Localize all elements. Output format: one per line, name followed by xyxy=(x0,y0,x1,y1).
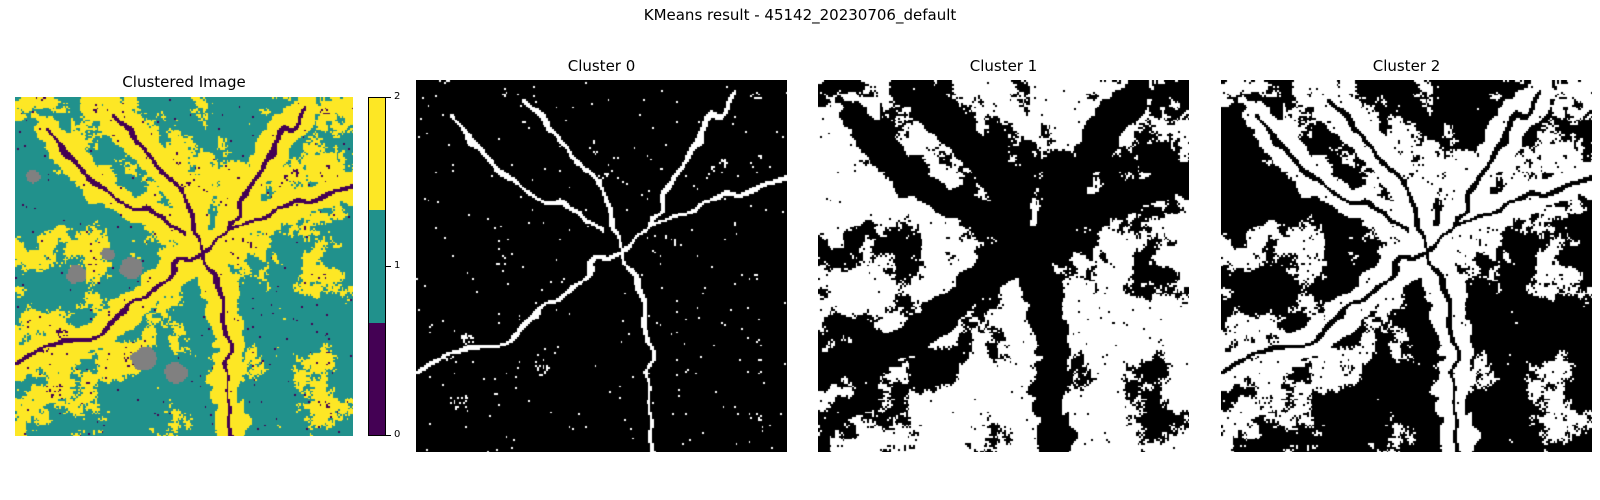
cluster-2-mask xyxy=(1221,80,1592,452)
panel-title-cluster-1: Cluster 1 xyxy=(969,57,1038,75)
colorbar-segment-2 xyxy=(369,98,385,211)
colorbar-segment-0 xyxy=(369,322,385,435)
colorbar-segment-1 xyxy=(369,210,385,323)
cluster-1-mask xyxy=(818,80,1189,452)
colorbar-tick-2 xyxy=(386,97,391,98)
colorbar-tick-0 xyxy=(386,435,391,436)
colorbar xyxy=(368,97,386,436)
figure-title: KMeans result - 45142_20230706_default xyxy=(643,6,957,24)
panel-title-cluster-0: Cluster 0 xyxy=(567,57,636,75)
colorbar-tick-label-1: 1 xyxy=(394,260,401,271)
cluster-0-mask xyxy=(416,80,787,452)
clustered-image xyxy=(15,97,353,436)
panel-title-cluster-2: Cluster 2 xyxy=(1372,57,1441,75)
panel-title-clustered: Clustered Image xyxy=(122,73,246,91)
colorbar-tick-label-2: 2 xyxy=(394,91,401,102)
colorbar-tick-label-0: 0 xyxy=(394,429,401,440)
colorbar-tick-1 xyxy=(386,266,391,267)
